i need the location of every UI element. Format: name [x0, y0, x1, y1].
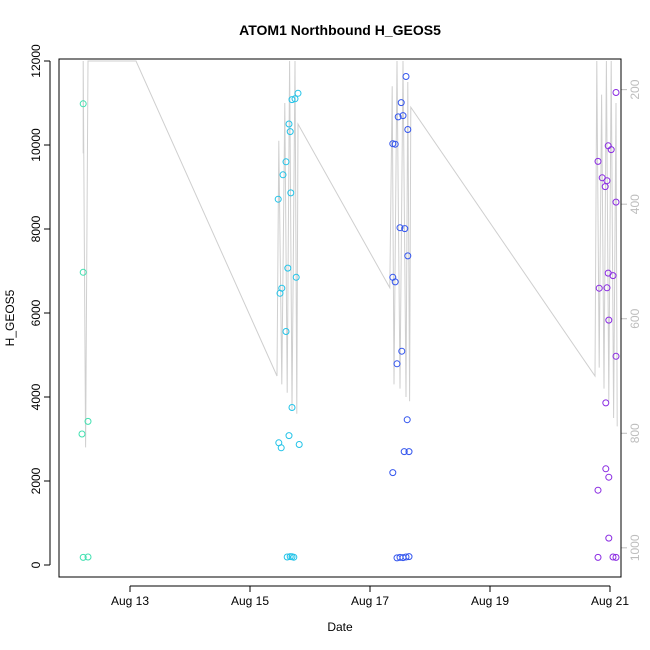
data-point [612, 352, 620, 360]
data-point [276, 289, 284, 297]
data-point [400, 448, 408, 456]
data-point [607, 146, 615, 154]
data-point [401, 225, 409, 233]
data-point [283, 553, 291, 561]
data-point [609, 272, 617, 280]
x-tick-label: Aug 15 [231, 594, 269, 608]
data-point [612, 553, 620, 561]
data-point [391, 278, 399, 286]
data-point [402, 553, 410, 561]
data-point [398, 347, 406, 355]
data-point [404, 252, 412, 260]
x-tick-label: Aug 21 [591, 594, 629, 608]
data-point [291, 95, 299, 103]
series-flight-2 [274, 89, 303, 561]
data-point [282, 158, 290, 166]
data-point [393, 360, 401, 368]
right-tick-label: 200 [628, 79, 642, 99]
y-tick-label: 0 [29, 561, 43, 568]
series-flight-4 [594, 89, 620, 561]
x-tick-label: Aug 13 [111, 594, 149, 608]
data-point [292, 273, 300, 281]
data-point [602, 465, 610, 473]
data-point [612, 198, 620, 206]
y-axis-label: H_GEOS5 [3, 289, 17, 346]
y-tick-label: 8000 [29, 215, 43, 242]
data-point [285, 432, 293, 440]
data-point [603, 284, 611, 292]
data-point [286, 128, 294, 136]
data-point [402, 73, 410, 80]
y-tick-label: 4000 [29, 383, 43, 410]
data-point [391, 140, 399, 148]
series-flight-3 [389, 73, 413, 562]
data-point [404, 126, 412, 133]
data-point [399, 112, 407, 120]
data-point [78, 430, 86, 438]
data-point [295, 441, 303, 448]
data-point [601, 183, 609, 191]
data-point [277, 444, 285, 452]
data-point [397, 99, 405, 107]
data-point [79, 553, 87, 561]
data-point [594, 553, 602, 561]
right-tick-label: 1000 [628, 534, 642, 561]
y-tick-label: 2000 [29, 467, 43, 494]
data-point [605, 534, 613, 542]
right-tick-label: 400 [628, 194, 642, 214]
data-point [294, 89, 302, 97]
y-tick-label: 12000 [29, 44, 43, 78]
data-point [285, 120, 293, 128]
data-point [84, 553, 92, 561]
series-flight-1 [78, 100, 92, 561]
data-point [394, 113, 402, 121]
data-point [389, 469, 397, 477]
data-point [612, 89, 620, 96]
x-tick-label: Aug 19 [471, 594, 509, 608]
x-axis-label: Date [327, 620, 353, 634]
data-point [605, 316, 613, 324]
data-point [274, 195, 282, 203]
data-point [605, 473, 613, 481]
data-point [594, 486, 602, 494]
data-point [595, 284, 603, 292]
data-point [279, 171, 287, 179]
x-tick-label: Aug 17 [351, 594, 389, 608]
data-point [405, 553, 413, 561]
pressure-trace-line [82, 60, 618, 448]
data-point [282, 328, 290, 335]
data-point [594, 157, 602, 165]
data-point [396, 224, 404, 232]
data-point [287, 189, 295, 197]
data-point [405, 448, 413, 456]
data-point [284, 264, 292, 272]
y-tick-label: 6000 [29, 299, 43, 326]
y-tick-label: 10000 [29, 128, 43, 162]
right-tick-label: 600 [628, 308, 642, 328]
data-point [609, 553, 617, 561]
data-point [288, 404, 296, 411]
data-point [79, 100, 87, 108]
trace-layer [82, 60, 618, 448]
points-layer [78, 73, 620, 562]
data-point [602, 399, 610, 407]
data-point [403, 416, 411, 424]
data-point [79, 268, 87, 276]
right-tick-label: 800 [628, 423, 642, 443]
plot-frame [58, 58, 622, 578]
data-point [290, 553, 298, 561]
chart-title: ATOM1 Northbound H_GEOS5 [239, 22, 441, 38]
data-point [288, 96, 296, 104]
data-point [84, 417, 92, 425]
